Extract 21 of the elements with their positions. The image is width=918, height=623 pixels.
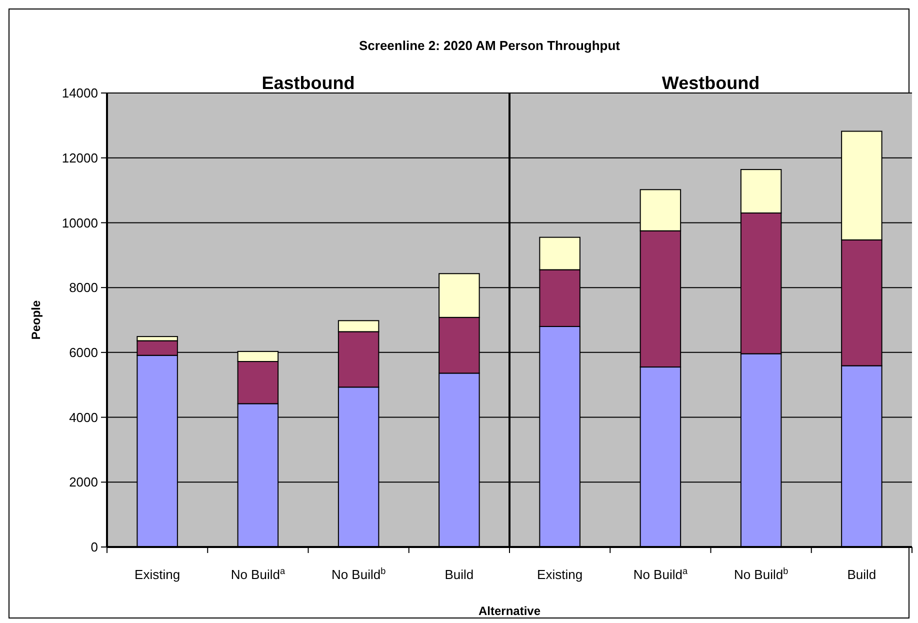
y-tick-label: 6000 <box>69 344 98 360</box>
x-tick-label: No Build$^{b}$ <box>734 566 788 582</box>
y-tick-label: 12000 <box>62 150 98 166</box>
x-tick-label: No Build$^{a}$ <box>230 566 286 582</box>
x-tick-label: Existing <box>134 567 180 582</box>
x-tick-label: Build <box>847 567 876 582</box>
y-tick-label: 10000 <box>62 215 98 230</box>
y-tick-label: 8000 <box>69 280 98 296</box>
x-tick-label: No Build$^{a}$ <box>633 566 688 582</box>
x-axis-title: Alternative <box>478 604 541 618</box>
x-tick-label: Existing <box>537 567 583 582</box>
y-tick-label: 14000 <box>62 86 98 101</box>
chart-title: Westbound <box>662 73 760 93</box>
chart-title: Screenline 2: 2020 AM Person Throughput <box>358 38 621 53</box>
y-tick-label: 4000 <box>69 410 98 425</box>
x-tick-label: Build <box>444 567 474 582</box>
y-tick-label: 0 <box>90 540 98 555</box>
y-axis-title: People <box>29 300 43 340</box>
x-tick-label: No Build$^{b}$ <box>331 566 386 582</box>
y-tick-label: 2000 <box>69 474 98 490</box>
chart-subtitle: Eastbound <box>262 73 355 93</box>
